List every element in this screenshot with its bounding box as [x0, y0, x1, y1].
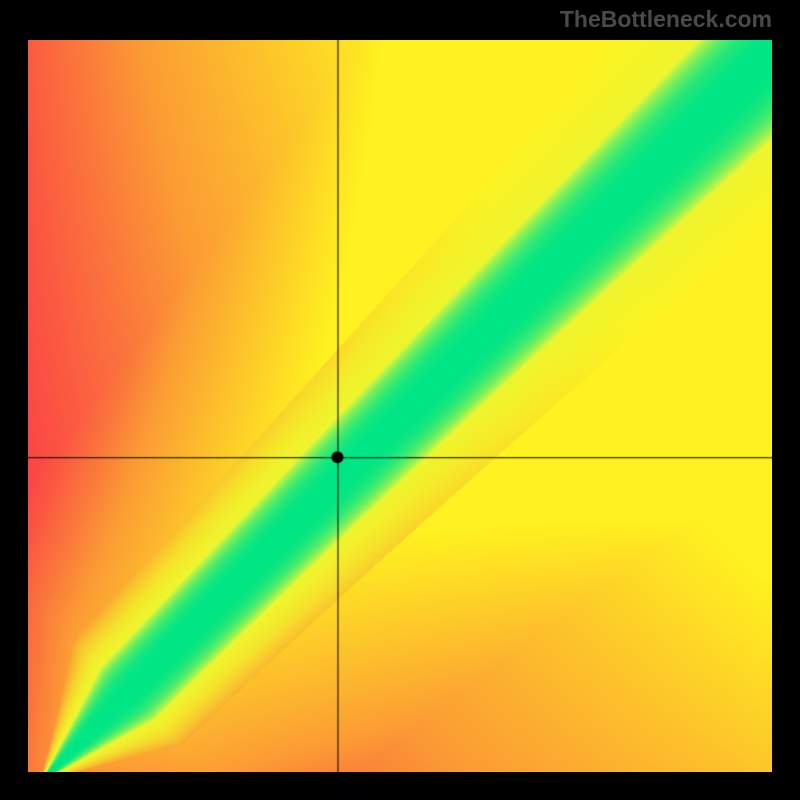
heatmap-canvas — [28, 40, 772, 772]
watermark-text: TheBottleneck.com — [560, 6, 772, 33]
heatmap-chart — [28, 40, 772, 772]
